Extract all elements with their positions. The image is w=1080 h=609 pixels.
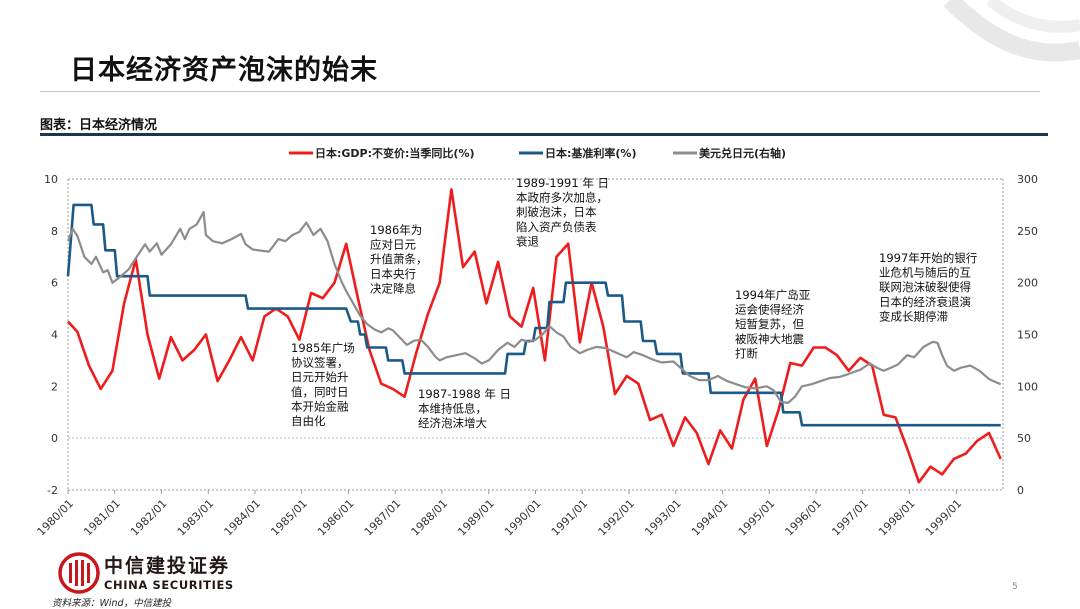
x-tick-label: 1996/01	[783, 497, 825, 539]
x-tick-label: 1986/01	[315, 497, 357, 539]
annotation-a1986: 决定降息	[370, 281, 416, 295]
annotation-a1985: 日元开始升	[291, 370, 349, 384]
annotation-a1985: 自由化	[291, 414, 326, 428]
annotation-a1989: 本政府多次加息，	[516, 191, 608, 205]
annotation-a1986: 升值萧条，	[370, 252, 428, 266]
x-tick-label: 1982/01	[128, 497, 170, 539]
figure-divider	[40, 133, 1048, 136]
legend-label-2: 美元兑日元(右轴)	[699, 146, 786, 160]
y-right-tick-label: 300	[1017, 173, 1038, 186]
y-left-tick-label: 2	[51, 380, 58, 393]
y-right-tick-label: 0	[1017, 484, 1024, 497]
legend-label-0: 日本:GDP:不变价:当季同比(%)	[315, 146, 475, 160]
y-left-tick-label: 6	[51, 277, 58, 290]
y-right-tick-label: 100	[1017, 380, 1038, 393]
annotation-a1989: 陷入资产负债表	[516, 220, 597, 234]
series-line-2	[66, 211, 1002, 404]
source-note: 资料来源：Wind，中信建投	[52, 598, 172, 609]
annotation-a1987: 本维持低息，	[418, 402, 487, 416]
annotation-a1985: 1985年广场	[291, 341, 355, 355]
y-left-tick-label: 10	[44, 173, 58, 186]
x-tick-label: 1990/01	[502, 497, 544, 539]
x-tick-label: 1993/01	[642, 497, 684, 539]
annotation-a1994: 被阪神大地震	[735, 332, 804, 346]
annotation-a1994: 打断	[735, 346, 758, 360]
x-tick-label: 1994/01	[689, 497, 731, 539]
y-right-tick-label: 50	[1017, 432, 1031, 445]
y-right-tick-label: 150	[1017, 329, 1038, 342]
annotation-a1985: 本开始金融	[291, 399, 349, 413]
x-tick-label: 1984/01	[222, 497, 264, 539]
annotation-a1994: 1994年广岛亚	[735, 288, 810, 302]
annotation-a1989: 衰退	[516, 234, 539, 248]
series-line-0	[67, 188, 1002, 484]
x-tick-label: 1987/01	[362, 497, 404, 539]
annotation-a1997: 联网泡沫破裂使得	[879, 280, 971, 294]
y-right-tick-label: 200	[1017, 277, 1038, 290]
page-number: 5	[1012, 582, 1018, 592]
x-tick-label: 1995/01	[736, 497, 778, 539]
x-tick-label: 1985/01	[268, 497, 310, 539]
x-tick-label: 1992/01	[596, 497, 638, 539]
x-tick-label: 1997/01	[829, 497, 871, 539]
annotation-a1989: 1989-1991 年 日	[516, 176, 609, 190]
x-tick-label: 1980/01	[35, 497, 77, 539]
figure-label: 图表：日本经济情况	[40, 118, 158, 133]
series-line-1	[66, 203, 1001, 427]
annotation-a1997: 日本的经济衰退演	[879, 295, 971, 309]
annotation-a1985: 值，同时日	[291, 385, 349, 399]
y-left-tick-label: -2	[47, 484, 58, 497]
company-logo-icon	[58, 552, 100, 594]
annotation-a1997: 变成长期停滞	[879, 309, 948, 323]
annotation-a1987: 1987-1988 年 日	[418, 387, 511, 401]
page-title: 日本经济资产泡沫的始末	[70, 55, 378, 86]
x-tick-label: 1999/01	[923, 497, 965, 539]
annotation-a1989: 刺破泡沫，日本	[516, 205, 597, 219]
legend-label-1: 日本:基准利率(%)	[545, 146, 636, 160]
x-tick-label: 1991/01	[549, 497, 591, 539]
annotation-a1985: 协议签署，	[291, 356, 349, 370]
y-left-tick-label: 4	[51, 329, 58, 342]
logo-name-en: CHINA SECURITIES	[104, 578, 234, 592]
annotation-a1986: 日本央行	[370, 267, 416, 281]
annotation-a1994: 运会使得经济	[735, 303, 804, 317]
y-right-tick-label: 250	[1017, 225, 1038, 238]
logo-name-cn: 中信建投证券	[104, 555, 231, 577]
x-tick-label: 1981/01	[81, 497, 123, 539]
x-tick-label: 1988/01	[409, 497, 451, 539]
annotation-a1997: 业危机与随后的互	[879, 266, 971, 280]
annotation-a1994: 短暂复苏，但	[735, 317, 804, 331]
x-tick-label: 1998/01	[876, 497, 918, 539]
annotation-a1986: 1986年为	[370, 223, 422, 237]
y-left-tick-label: 8	[51, 225, 58, 238]
annotation-a1987: 经济泡沫增大	[418, 416, 487, 430]
annotation-a1986: 应对日元	[370, 238, 416, 252]
x-tick-label: 1989/01	[455, 497, 497, 539]
x-tick-label: 1983/01	[175, 497, 217, 539]
y-left-tick-label: 0	[51, 432, 58, 445]
title-divider	[40, 91, 1040, 92]
annotation-a1997: 1997年开始的银行	[879, 251, 977, 265]
decorative-corner	[943, 0, 1080, 62]
